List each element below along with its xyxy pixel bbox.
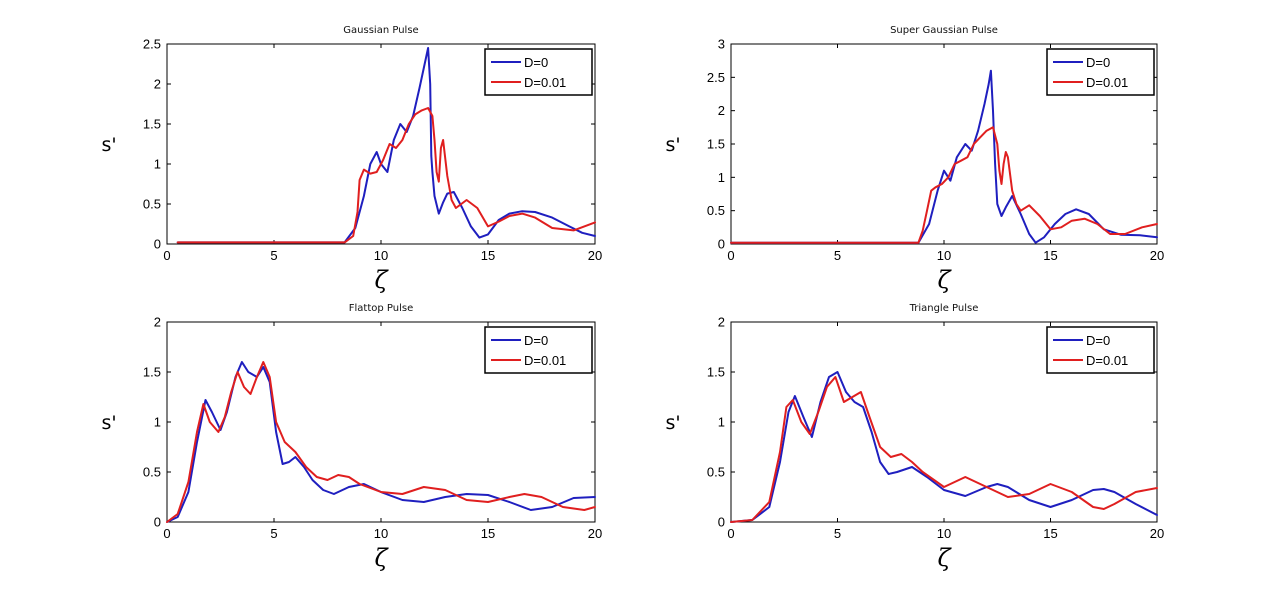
legend-box [1046,326,1155,374]
series-line-d001 [176,107,596,244]
x-tick-label: 5 [834,248,841,263]
y-tick-label: 2 [154,315,161,330]
x-axis-label: ζ [937,544,952,572]
legend-entry-label: D=0 [1086,55,1110,70]
x-tick-label: 20 [588,526,602,541]
y-tick-label: 1.5 [143,117,161,132]
chart-panel-flattop: Flattop Pulse 0 5 10 15 20 0 0.5 1 1.5 2 s' ζ D=0 D=0.… [101,303,602,572]
legend-entry-label: D=0 [524,55,548,70]
legend-entry-label: D=0.01 [524,353,566,368]
y-axis-label: s' [101,412,116,434]
legend-box [484,326,593,374]
legend-entry-label: D=0.01 [1086,75,1128,90]
x-tick-label: 15 [1043,526,1057,541]
x-tick-label: 15 [481,526,495,541]
y-tick-label: 0 [718,237,725,252]
y-tick-label: 1.5 [143,365,161,380]
y-tick-label: 0 [154,515,161,530]
legend-box [1046,48,1155,96]
y-tick-label: 0.5 [143,465,161,480]
y-tick-label: 2 [154,77,161,92]
y-tick-label: 0.5 [707,465,725,480]
series-line-d0 [730,69,1158,244]
chart-title: Flattop Pulse [349,303,413,314]
y-tick-label: 1 [154,415,161,430]
legend-entry-label: D=0.01 [1086,353,1128,368]
y-tick-label: 3 [718,37,725,52]
y-tick-label: 0.5 [143,197,161,212]
chart-title: Triangle Pulse [909,303,979,314]
y-tick-label: 2.5 [707,70,725,85]
series-line-d001 [730,376,1158,523]
legend-entry-label: D=0.01 [524,75,566,90]
legend-entry-label: D=0 [1086,333,1110,348]
y-axis-label: s' [665,134,680,156]
x-tick-label: 20 [1150,526,1164,541]
x-tick-label: 0 [727,248,734,263]
x-tick-label: 10 [374,526,388,541]
y-tick-label: 1 [718,415,725,430]
x-tick-label: 15 [1043,248,1057,263]
x-tick-label: 0 [163,248,170,263]
x-tick-label: 20 [1150,248,1164,263]
y-tick-label: 1 [718,170,725,185]
y-tick-label: 2.5 [143,37,161,52]
x-tick-label: 0 [727,526,734,541]
y-tick-label: 0.5 [707,203,725,218]
x-tick-label: 10 [937,526,951,541]
x-tick-label: 10 [937,248,951,263]
chart-panel-triangle: Triangle Pulse 0 5 10 15 20 0 0.5 1 1.5 2 s' ζ D=0 D=0… [665,303,1164,572]
x-axis-label: ζ [374,544,389,572]
x-tick-label: 5 [834,526,841,541]
x-axis-label: ζ [374,266,389,294]
y-axis-label: s' [665,412,680,434]
chart-panel-gaussian: Gaussian Pulse 0 5 10 15 20 0 0.5 1 1.5 2 2.5 s' ζ D=0… [101,25,602,294]
y-axis-label: s' [101,134,116,156]
chart-title: Super Gaussian Pulse [890,25,998,36]
x-tick-label: 5 [270,526,277,541]
y-tick-label: 2 [718,103,725,118]
legend-entry-label: D=0 [524,333,548,348]
x-tick-label: 10 [374,248,388,263]
x-tick-label: 20 [588,248,602,263]
x-tick-label: 5 [270,248,277,263]
y-tick-label: 1.5 [707,365,725,380]
chart-panel-super-gaussian: Super Gaussian Pulse 0 5 10 15 20 0 0.5 1 1.5 2 2.5… [665,25,1164,294]
y-tick-label: 0 [154,237,161,252]
y-tick-label: 2 [718,315,725,330]
chart-title: Gaussian Pulse [343,25,418,36]
y-tick-label: 1 [154,157,161,172]
y-tick-label: 0 [718,515,725,530]
x-tick-label: 0 [163,526,170,541]
series-line-d0 [166,361,596,523]
series-line-d001 [166,361,596,523]
series-line-d0 [730,371,1158,523]
y-tick-label: 1.5 [707,137,725,152]
x-axis-label: ζ [937,266,952,294]
x-tick-label: 15 [481,248,495,263]
legend-box [484,48,593,96]
series-line-d001 [730,126,1158,244]
series-line-d0 [176,47,596,244]
